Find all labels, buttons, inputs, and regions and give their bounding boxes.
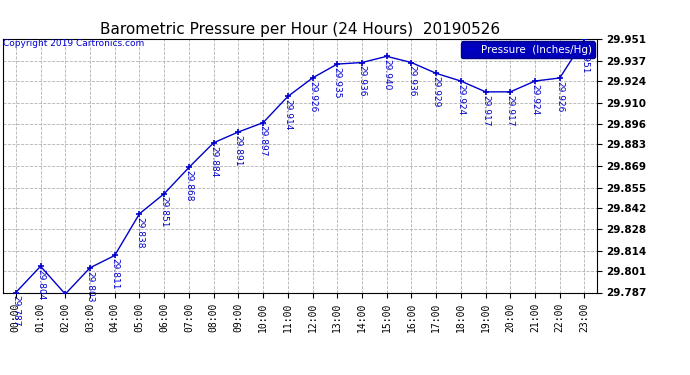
Pressure  (Inches/Hg) bbox=[135, 211, 144, 216]
Text: 29.935: 29.935 bbox=[333, 67, 342, 98]
Pressure  (Inches/Hg) bbox=[457, 79, 465, 83]
Text: 29.838: 29.838 bbox=[135, 216, 144, 248]
Pressure  (Inches/Hg) bbox=[210, 141, 218, 145]
Text: 29.917: 29.917 bbox=[481, 94, 490, 126]
Text: 29.811: 29.811 bbox=[110, 258, 119, 290]
Pressure  (Inches/Hg) bbox=[284, 94, 292, 99]
Text: 29.936: 29.936 bbox=[407, 65, 416, 97]
Pressure  (Inches/Hg) bbox=[382, 54, 391, 58]
Text: 29.914: 29.914 bbox=[284, 99, 293, 130]
Pressure  (Inches/Hg) bbox=[358, 60, 366, 65]
Pressure  (Inches/Hg) bbox=[160, 192, 168, 196]
Text: 29.897: 29.897 bbox=[259, 126, 268, 157]
Text: 29.940: 29.940 bbox=[382, 59, 391, 90]
Text: 29.891: 29.891 bbox=[234, 135, 243, 166]
Title: Barometric Pressure per Hour (24 Hours)  20190526: Barometric Pressure per Hour (24 Hours) … bbox=[100, 22, 500, 37]
Pressure  (Inches/Hg) bbox=[86, 266, 94, 270]
Text: 29.926: 29.926 bbox=[555, 81, 564, 112]
Pressure  (Inches/Hg) bbox=[333, 62, 342, 66]
Pressure  (Inches/Hg) bbox=[531, 79, 539, 83]
Text: 29.926: 29.926 bbox=[308, 81, 317, 112]
Pressure  (Inches/Hg) bbox=[555, 76, 564, 80]
Pressure  (Inches/Hg) bbox=[259, 120, 267, 125]
Pressure  (Inches/Hg) bbox=[37, 264, 45, 268]
Pressure  (Inches/Hg) bbox=[185, 165, 193, 170]
Text: 29.917: 29.917 bbox=[506, 94, 515, 126]
Line: Pressure  (Inches/Hg): Pressure (Inches/Hg) bbox=[12, 36, 588, 297]
Pressure  (Inches/Hg) bbox=[61, 292, 70, 296]
Pressure  (Inches/Hg) bbox=[580, 37, 589, 42]
Text: 29.929: 29.929 bbox=[432, 76, 441, 108]
Text: Copyright 2019 Cartronics.com: Copyright 2019 Cartronics.com bbox=[3, 39, 145, 48]
Pressure  (Inches/Hg) bbox=[407, 60, 415, 65]
Text: 29.936: 29.936 bbox=[357, 65, 366, 97]
Pressure  (Inches/Hg) bbox=[110, 253, 119, 258]
Text: 29.851: 29.851 bbox=[159, 196, 168, 228]
Text: 29.868: 29.868 bbox=[184, 170, 193, 202]
Text: 29.884: 29.884 bbox=[209, 146, 218, 177]
Pressure  (Inches/Hg) bbox=[432, 71, 440, 76]
Text: 29.951: 29.951 bbox=[580, 42, 589, 74]
Legend: Pressure  (Inches/Hg): Pressure (Inches/Hg) bbox=[461, 42, 595, 58]
Pressure  (Inches/Hg) bbox=[308, 76, 317, 80]
Text: 29.804: 29.804 bbox=[36, 269, 45, 300]
Text: 29.803: 29.803 bbox=[86, 271, 95, 302]
Pressure  (Inches/Hg) bbox=[482, 90, 490, 94]
Text: 29.924: 29.924 bbox=[531, 84, 540, 115]
Text: 29.924: 29.924 bbox=[456, 84, 465, 115]
Text: 29.787: 29.787 bbox=[11, 295, 20, 327]
Pressure  (Inches/Hg) bbox=[12, 290, 20, 295]
Pressure  (Inches/Hg) bbox=[506, 90, 515, 94]
Text: 29.786: 29.786 bbox=[0, 374, 1, 375]
Pressure  (Inches/Hg) bbox=[234, 130, 242, 134]
